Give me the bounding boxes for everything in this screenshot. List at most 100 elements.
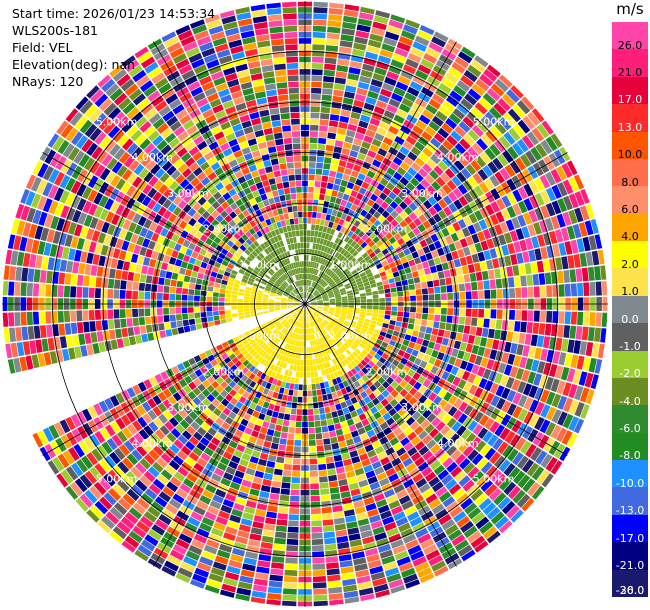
ppi-gate bbox=[590, 218, 599, 234]
ppi-gate bbox=[377, 368, 385, 376]
ppi-gate bbox=[310, 230, 315, 237]
ppi-gate bbox=[350, 360, 357, 368]
ppi-gate bbox=[162, 199, 172, 209]
ppi-gate bbox=[386, 527, 400, 537]
ppi-gate bbox=[78, 440, 90, 455]
ppi-gate bbox=[413, 381, 422, 391]
ppi-gate bbox=[337, 191, 344, 199]
ppi-gate bbox=[359, 167, 369, 176]
ppi-gate bbox=[292, 290, 297, 295]
ppi-gate bbox=[313, 339, 317, 346]
ppi-gate bbox=[213, 236, 222, 245]
ppi-gate bbox=[118, 228, 128, 240]
ppi-gate bbox=[500, 374, 509, 387]
ppi-gate bbox=[19, 356, 28, 372]
ppi-gate bbox=[542, 336, 551, 349]
ppi-gate bbox=[242, 512, 254, 521]
ppi-gate bbox=[336, 390, 343, 397]
ppi-gate bbox=[291, 291, 296, 296]
ppi-gate bbox=[536, 260, 545, 273]
ppi-gate bbox=[422, 434, 433, 445]
ppi-gate bbox=[384, 76, 397, 87]
ppi-gate bbox=[467, 507, 482, 520]
ppi-gate bbox=[121, 240, 130, 251]
ppi-gate bbox=[315, 332, 319, 339]
ppi-gate bbox=[309, 295, 314, 300]
ppi-gate bbox=[414, 257, 422, 265]
ppi-gate bbox=[490, 201, 501, 213]
ppi-gate bbox=[311, 377, 316, 384]
ppi-gate bbox=[284, 336, 289, 343]
ppi-gate bbox=[388, 473, 399, 483]
ppi-gate bbox=[443, 402, 453, 413]
ppi-gate bbox=[433, 432, 444, 443]
ppi-gate bbox=[206, 311, 213, 317]
ppi-gate bbox=[321, 329, 326, 336]
ppi-gate bbox=[342, 300, 348, 303]
ppi-gate bbox=[199, 352, 207, 360]
ppi-gate bbox=[495, 385, 505, 397]
ppi-gate bbox=[315, 284, 320, 290]
ppi-gate bbox=[309, 470, 319, 477]
ppi-gate bbox=[323, 201, 330, 208]
ppi-gate bbox=[310, 299, 317, 302]
ppi-gate bbox=[305, 334, 308, 341]
ppi-gate bbox=[321, 94, 332, 102]
ppi-gate bbox=[482, 228, 492, 240]
ppi-gate bbox=[600, 328, 607, 343]
ppi-gate bbox=[94, 164, 106, 178]
ppi-gate bbox=[229, 228, 237, 236]
ppi-gate bbox=[312, 396, 318, 403]
ppi-gate bbox=[212, 228, 220, 236]
ppi-gate bbox=[506, 192, 517, 205]
ppi-gate bbox=[315, 293, 321, 298]
ppi-gate bbox=[317, 306, 323, 309]
ppi-gate bbox=[287, 298, 294, 302]
ppi-gate bbox=[224, 215, 233, 223]
ppi-gate bbox=[230, 553, 244, 563]
ppi-gate bbox=[331, 411, 338, 418]
ppi-gate bbox=[552, 244, 561, 257]
ppi-gate bbox=[375, 589, 391, 598]
ppi-gate bbox=[410, 177, 420, 187]
ppi-gate bbox=[363, 102, 375, 111]
ppi-gate bbox=[365, 371, 373, 379]
ppi-gate bbox=[388, 363, 397, 372]
ppi-gate bbox=[447, 191, 458, 202]
ppi-gate bbox=[464, 282, 472, 291]
ppi-gate bbox=[245, 377, 253, 386]
ppi-gate bbox=[439, 278, 446, 286]
ppi-gate bbox=[335, 428, 344, 436]
ppi-gate bbox=[275, 338, 281, 345]
ppi-gate bbox=[421, 131, 433, 142]
ppi-gate bbox=[259, 548, 272, 556]
ppi-gate bbox=[102, 267, 110, 278]
ppi-gate bbox=[361, 327, 368, 333]
ppi-gate bbox=[453, 159, 465, 171]
ppi-gate bbox=[172, 493, 185, 504]
ppi-gate bbox=[136, 98, 150, 111]
ppi-gate bbox=[372, 269, 379, 276]
ppi-gate bbox=[226, 402, 235, 411]
ppi-gate bbox=[203, 432, 214, 442]
ppi-gate bbox=[428, 476, 440, 488]
ppi-gate bbox=[523, 397, 534, 410]
ppi-gate bbox=[121, 270, 129, 281]
ppi-gate bbox=[121, 169, 133, 181]
ppi-gate bbox=[516, 344, 524, 356]
ppi-gate bbox=[316, 297, 322, 300]
ppi-gate bbox=[339, 316, 346, 321]
ppi-gate bbox=[354, 235, 361, 243]
ppi-gate bbox=[128, 530, 143, 544]
ppi-gate bbox=[167, 202, 177, 213]
ppi-gate bbox=[308, 186, 314, 193]
ppi-gate bbox=[152, 117, 165, 130]
ppi-gate bbox=[471, 511, 486, 525]
ppi-gate bbox=[369, 279, 376, 285]
ppi-gate bbox=[270, 364, 276, 371]
ppi-gate bbox=[305, 316, 307, 322]
ppi-gate bbox=[290, 483, 300, 490]
ppi-gate bbox=[579, 205, 590, 221]
ppi-gate bbox=[311, 218, 316, 225]
